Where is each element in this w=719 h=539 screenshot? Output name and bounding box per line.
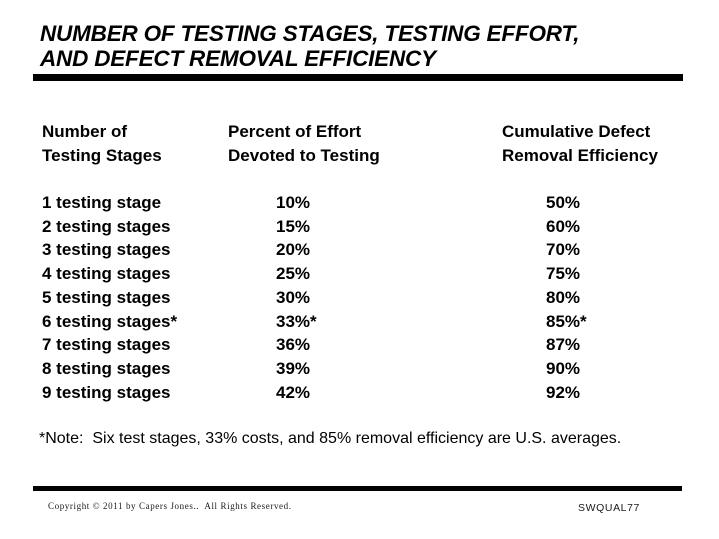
table-row: 4 testing stages 25% 75% — [42, 262, 682, 286]
table-row: 7 testing stages 36% 87% — [42, 333, 682, 357]
column-header-testing-stages: Number of Testing Stages — [42, 120, 162, 167]
footer-divider-rule — [33, 486, 682, 491]
cell-testing-stages: 6 testing stages* — [42, 311, 178, 331]
slide-title-line-1: NUMBER OF TESTING STAGES, TESTING EFFORT… — [40, 21, 580, 46]
cell-percent-effort: 33%* — [276, 311, 317, 331]
slide-id: SWQUAL77 — [578, 502, 640, 514]
title-divider-rule — [33, 74, 683, 81]
table-row: 6 testing stages* 33%* 85%* — [42, 310, 682, 334]
cell-removal-efficiency: 90% — [546, 359, 581, 379]
table-row: 9 testing stages 42% 92% — [42, 381, 682, 405]
cell-removal-efficiency: 85%* — [546, 311, 587, 331]
cell-percent-effort: 20% — [276, 240, 311, 260]
table-row: 3 testing stages 20% 70% — [42, 238, 682, 262]
copyright-text: Copyright © 2011 by Capers Jones.. All R… — [48, 501, 292, 511]
footnote: *Note: Six test stages, 33% costs, and 8… — [39, 430, 622, 447]
cell-percent-effort: 42% — [276, 382, 311, 402]
cell-percent-effort: 15% — [276, 216, 311, 236]
table-rows: 1 testing stage 10% 50% 2 testing stages… — [42, 191, 682, 404]
table-row: 8 testing stages 39% 90% — [42, 357, 682, 381]
cell-removal-efficiency: 92% — [546, 382, 581, 402]
cell-testing-stages: 2 testing stages — [42, 216, 171, 236]
cell-removal-efficiency: 60% — [546, 216, 581, 236]
cell-percent-effort: 25% — [276, 264, 311, 284]
table-row: 2 testing stages 15% 60% — [42, 215, 682, 239]
cell-testing-stages: 8 testing stages — [42, 359, 171, 379]
slide-title: NUMBER OF TESTING STAGES, TESTING EFFORT… — [40, 21, 580, 71]
table-row: 5 testing stages 30% 80% — [42, 286, 682, 310]
column-header-removal-efficiency: Cumulative Defect Removal Efficiency — [502, 120, 658, 167]
cell-percent-effort: 30% — [276, 287, 311, 307]
column-header-percent-effort-line-1: Percent of Effort — [228, 122, 362, 141]
column-header-removal-efficiency-line-1: Cumulative Defect — [502, 122, 651, 141]
cell-testing-stages: 1 testing stage — [42, 193, 162, 212]
column-header-percent-effort: Percent of Effort Devoted to Testing — [228, 120, 380, 167]
cell-percent-effort: 10% — [276, 193, 311, 212]
cell-removal-efficiency: 80% — [546, 287, 581, 307]
cell-testing-stages: 9 testing stages — [42, 382, 171, 402]
cell-testing-stages: 5 testing stages — [42, 287, 171, 307]
cell-removal-efficiency: 70% — [546, 240, 581, 260]
cell-percent-effort: 39% — [276, 359, 311, 379]
table-row: 1 testing stage 10% 50% — [42, 191, 682, 215]
cell-testing-stages: 3 testing stages — [42, 240, 171, 260]
column-header-removal-efficiency-line-2: Removal Efficiency — [502, 145, 658, 165]
cell-percent-effort: 36% — [276, 335, 311, 355]
cell-removal-efficiency: 87% — [546, 335, 581, 355]
cell-testing-stages: 7 testing stages — [42, 335, 171, 355]
cell-testing-stages: 4 testing stages — [42, 264, 171, 284]
column-header-percent-effort-line-2: Devoted to Testing — [228, 145, 380, 165]
column-header-testing-stages-line-2: Testing Stages — [42, 145, 162, 165]
slide-title-line-2: AND DEFECT REMOVAL EFFICIENCY — [40, 46, 436, 71]
column-header-testing-stages-line-1: Number of — [42, 122, 127, 141]
cell-removal-efficiency: 50% — [546, 193, 581, 212]
cell-removal-efficiency: 75% — [546, 264, 581, 284]
